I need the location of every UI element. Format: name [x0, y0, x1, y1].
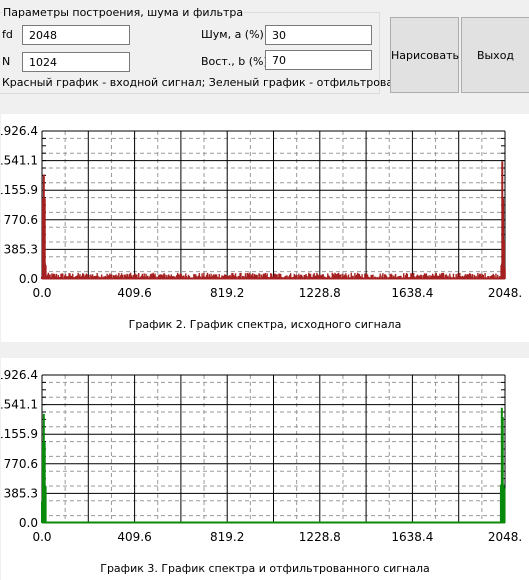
legend-text: Красный график - входной сигнал; Зеленый… [2, 76, 424, 89]
grid [41, 374, 506, 524]
fd-input[interactable] [22, 25, 130, 45]
filtered-spectrum-caption: График 3. График спектра и отфильтрованн… [100, 562, 430, 575]
noise-label: Шум, a (%) [201, 28, 264, 41]
grid [41, 130, 506, 280]
x-tick-label: 409.6 [117, 530, 151, 544]
params-group-title: Параметры построения, шума и фильтра [2, 6, 245, 19]
x-tick-label: 819.2 [210, 530, 244, 544]
y-tick-label: 770.6 [4, 213, 38, 227]
x-tick-label: 1228.8 [299, 286, 341, 300]
exit-button[interactable]: Выход [461, 17, 529, 93]
n-label: N [2, 55, 11, 68]
x-tick-label: 1638.4 [391, 530, 433, 544]
y-tick-label: 770.6 [4, 457, 38, 471]
draw-button[interactable]: Нарисовать [390, 17, 459, 93]
recovery-label: Вост., b (%) [201, 55, 268, 68]
recovery-input[interactable] [265, 50, 372, 70]
y-tick-label: 1541.1 [1, 154, 38, 168]
spectrum-series [41, 161, 506, 280]
y-tick-label: 1155.9 [1, 427, 38, 441]
spectrum-series [41, 407, 506, 524]
x-tick-label: 0.0 [32, 530, 51, 544]
y-tick-label: 1155.9 [1, 183, 38, 197]
x-tick-label: 819.2 [210, 286, 244, 300]
y-tick-label: 385.3 [4, 242, 38, 256]
x-tick-label: 0.0 [32, 286, 51, 300]
n-input[interactable] [22, 52, 130, 72]
x-tick-label: 1638.4 [391, 286, 433, 300]
x-tick-label: 409.6 [117, 286, 151, 300]
fd-label: fd [2, 28, 13, 41]
x-tick-label: 2048. [488, 286, 522, 300]
noise-input[interactable] [265, 25, 372, 45]
y-tick-label: 0.0 [19, 272, 38, 286]
x-tick-label: 2048. [488, 530, 522, 544]
y-tick-label: 0.0 [19, 516, 38, 530]
x-tick-label: 1228.8 [299, 530, 341, 544]
input-spectrum-caption: График 2. График спектра, исходного сигн… [128, 318, 402, 331]
y-tick-label: 1541.1 [1, 398, 38, 412]
y-tick-label: 385.3 [4, 486, 38, 500]
